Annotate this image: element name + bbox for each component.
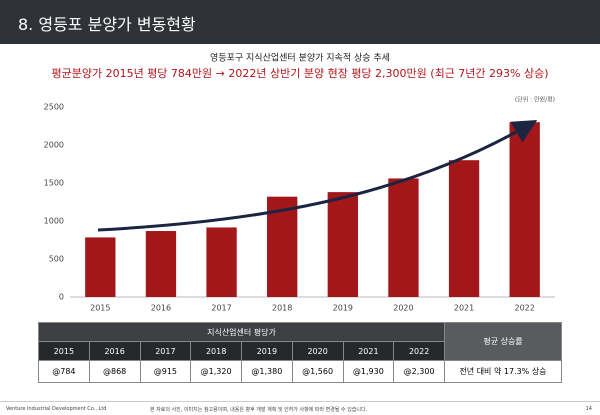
- x-tick-label: 2020: [393, 304, 413, 313]
- notice: 본 자료의 사진, 이미지는 참고용이며, 내용은 향후 개발 계획 및 인허가…: [150, 407, 368, 413]
- price-cell: @1,560: [291, 360, 344, 383]
- year-cell: 2015: [38, 341, 90, 361]
- side-header: 평균 상승률: [444, 322, 562, 361]
- year-cell: 2016: [88, 341, 141, 361]
- x-tick-label: 2015: [90, 304, 110, 313]
- price-table: 지식산업센터 평당가 평균 상승률 2015 2016 2017 2018 2019 20…: [38, 322, 562, 383]
- year-cell: 2021: [342, 341, 395, 361]
- bar: [327, 192, 358, 297]
- y-tick-label: 500: [49, 255, 64, 264]
- bar: [206, 227, 237, 297]
- footer: Venture Industrial Development Co., Ltd …: [0, 401, 600, 415]
- bar: [85, 237, 116, 297]
- bar: [509, 122, 540, 297]
- x-tick-label: 2018: [272, 304, 292, 313]
- year-cell: 2019: [241, 341, 293, 361]
- price-cell: @2,300: [393, 360, 445, 383]
- company: Venture Industrial Development Co., Ltd: [6, 406, 107, 412]
- year-cell: 2020: [291, 341, 344, 361]
- bar: [448, 160, 480, 297]
- price-cell: @1,320: [190, 360, 242, 383]
- y-tick-label: 2000: [44, 141, 64, 150]
- bar: [145, 231, 177, 297]
- header-bar: 8. 영등포 분양가 변동현황: [0, 0, 600, 44]
- price-cell: @1,930: [342, 360, 395, 383]
- year-cell: 2018: [190, 341, 242, 361]
- y-tick-label: 2500: [44, 103, 64, 112]
- group-header: 지식산업센터 평당가: [38, 322, 445, 342]
- price-cell: @784: [38, 360, 90, 383]
- bar: [388, 178, 419, 297]
- x-tick-label: 2021: [454, 304, 474, 313]
- growth-cell: 전년 대비 약 17.3% 상승: [444, 360, 562, 383]
- x-tick-label: 2019: [333, 304, 353, 313]
- year-cell: 2017: [139, 341, 192, 361]
- x-tick-label: 2022: [515, 304, 535, 313]
- chart-subtitle: 평균분양가 2015년 평당 784만원 → 2022년 상반기 분양 현장 평…: [51, 67, 548, 80]
- price-cell: @1,380: [241, 360, 293, 383]
- unit-label: (단위 : 만원/평): [515, 96, 555, 104]
- y-tick-label: 0: [59, 293, 64, 302]
- price-cell: @915: [139, 360, 192, 383]
- chart-title: 영등포구 지식산업센터 분양가 지속적 상승 추세: [210, 52, 390, 64]
- x-tick-label: 2017: [211, 304, 231, 313]
- year-cell: 2022: [393, 341, 445, 361]
- y-tick-label: 1500: [44, 179, 64, 188]
- page-number: 14: [585, 406, 592, 412]
- price-cell: @868: [88, 360, 141, 383]
- page-title: 8. 영등포 분양가 변동현황: [18, 15, 196, 34]
- chart: 영등포구 지식산업센터 분양가 지속적 상승 추세 평균분양가 2015년 평당…: [44, 52, 555, 313]
- x-tick-label: 2016: [151, 304, 171, 313]
- y-tick-label: 1000: [44, 217, 64, 226]
- trend-arrow: [97, 119, 538, 232]
